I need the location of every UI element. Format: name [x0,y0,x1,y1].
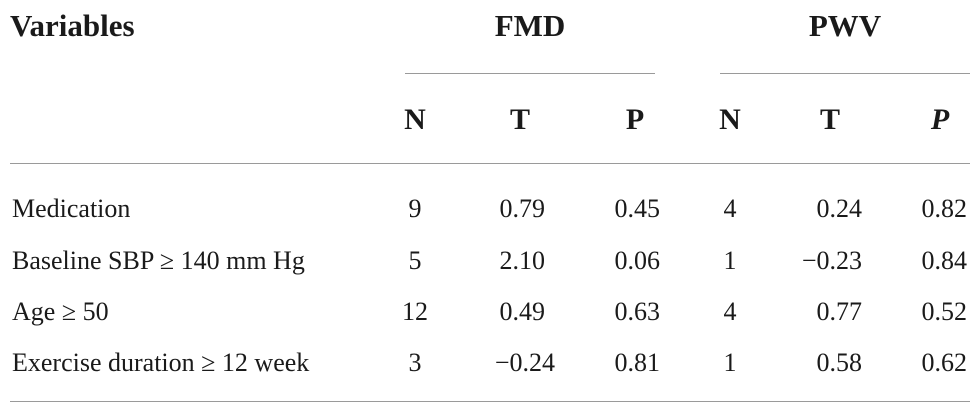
cell-pwv-p: 0.84 [921,246,968,275]
cell-pwv-n: 1 [723,348,737,377]
row-label: Exercise duration ≥ 12 week [12,348,310,377]
cell-fmd-t: 0.49 [499,297,546,326]
fmd-group-rule [405,73,655,74]
pwv-group-rule [720,73,970,74]
cell-fmd-t: 2.10 [499,246,546,275]
cell-pwv-n: 1 [723,246,737,275]
header-rule [10,163,970,164]
column-header-pwv-t: T [819,103,840,136]
cell-pwv-n: 4 [723,297,737,326]
row-label: Medication [12,194,131,223]
cell-fmd-t: 0.79 [499,194,546,223]
cell-fmd-n: 5 [408,246,422,275]
cell-fmd-n: 9 [408,194,422,223]
cell-fmd-n: 12 [402,297,428,326]
cell-fmd-n: 3 [408,348,422,377]
cell-fmd-p: 0.81 [614,348,661,377]
cell-fmd-p: 0.45 [614,194,661,223]
cell-pwv-t: −0.23 [801,246,862,275]
column-header-variables: Variables [10,8,135,43]
cell-pwv-t: 0.77 [816,297,863,326]
bottom-rule [10,401,970,402]
column-header-fmd-p: P [625,103,645,136]
cell-pwv-n: 4 [723,194,737,223]
row-label: Baseline SBP ≥ 140 mm Hg [12,246,305,275]
cell-fmd-p: 0.06 [614,246,661,275]
column-header-fmd-t: T [509,103,530,136]
cell-pwv-p: 0.62 [921,348,968,377]
column-header-fmd-n: N [404,103,426,136]
cell-fmd-p: 0.63 [614,297,661,326]
column-header-pwv-p: P [930,103,950,136]
cell-pwv-p: 0.82 [921,194,968,223]
group-header-fmd: FMD [494,8,566,43]
cell-fmd-t: −0.24 [494,348,555,377]
column-header-pwv-n: N [719,103,741,136]
cell-pwv-p: 0.52 [921,297,968,326]
cell-pwv-t: 0.58 [816,348,863,377]
cell-pwv-t: 0.24 [816,194,863,223]
group-header-pwv: PWV [808,8,882,43]
row-label: Age ≥ 50 [12,297,109,326]
